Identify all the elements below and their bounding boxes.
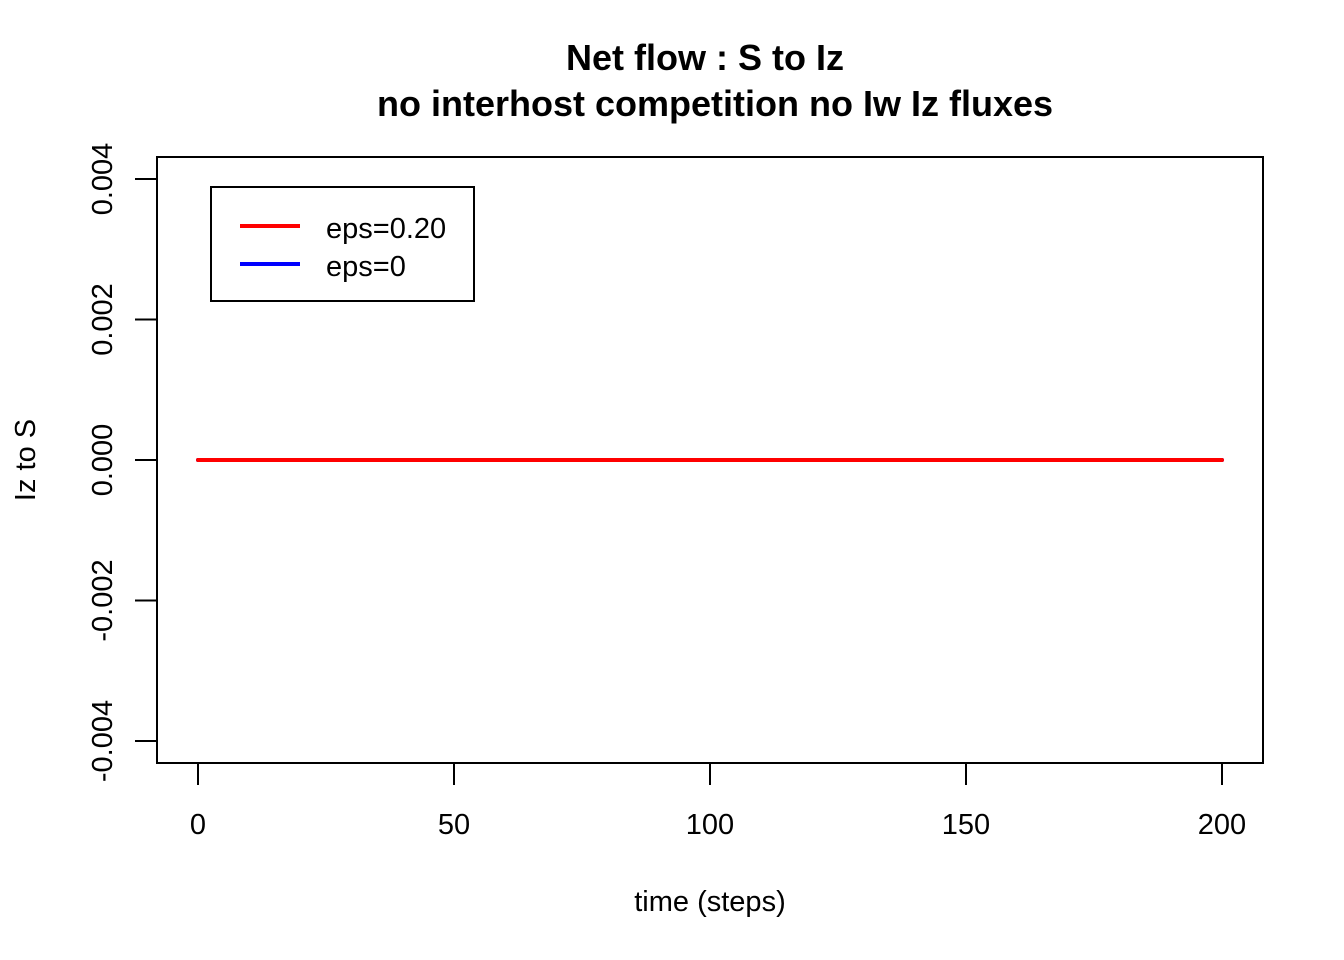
chart-subtitle: no interhost competition no Iw Iz fluxes xyxy=(377,83,1053,124)
legend-label-eps-0-20: eps=0.20 xyxy=(326,213,446,245)
y-tick-label: -0.004 xyxy=(87,700,119,782)
y-axis-label: Iz to S xyxy=(10,419,42,501)
x-axis: 0 50 100 150 200 xyxy=(190,762,1246,841)
chart-title: Net flow : S to Iz xyxy=(566,37,844,78)
x-tick-label: 0 xyxy=(190,809,206,841)
x-tick-label: 150 xyxy=(942,809,990,841)
x-tick-label: 50 xyxy=(438,809,470,841)
legend: eps=0.20 eps=0 xyxy=(210,186,475,302)
y-axis: -0.004 -0.002 0.000 0.002 0.004 xyxy=(87,143,158,782)
x-tick-label: 200 xyxy=(1198,809,1246,841)
x-axis-label: time (steps) xyxy=(634,886,785,918)
y-tick-label: -0.002 xyxy=(87,559,119,641)
x-tick-label: 100 xyxy=(686,809,734,841)
y-tick-label: 0.000 xyxy=(87,424,119,497)
y-tick-label: 0.002 xyxy=(87,283,119,356)
legend-label-eps-0: eps=0 xyxy=(326,251,406,283)
y-tick-label: 0.004 xyxy=(87,143,119,216)
legend-box xyxy=(210,186,475,302)
